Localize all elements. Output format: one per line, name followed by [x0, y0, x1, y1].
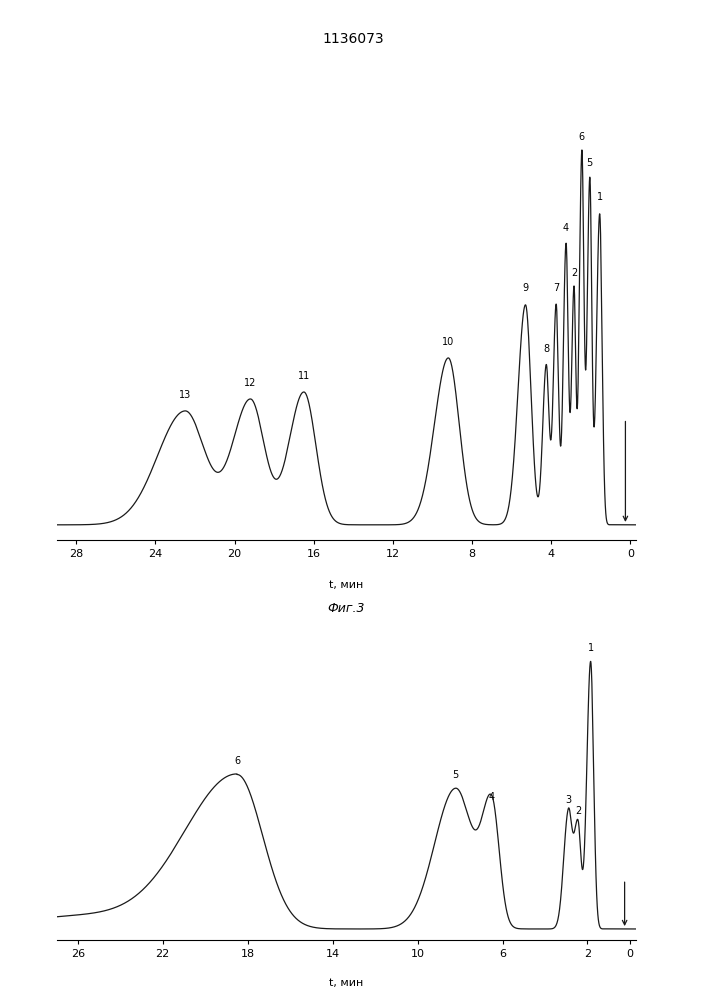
Text: 10: 10 [442, 337, 455, 347]
Text: 3: 3 [566, 795, 571, 805]
Text: 2: 2 [575, 806, 581, 816]
Text: 5: 5 [587, 158, 593, 168]
Text: 1: 1 [588, 643, 594, 653]
Text: 4: 4 [563, 223, 569, 233]
Text: 9: 9 [522, 283, 529, 293]
Text: t, мин: t, мин [329, 580, 363, 590]
Text: 11: 11 [298, 371, 310, 381]
Text: 8: 8 [543, 344, 549, 354]
Text: Фиг.3: Фиг.3 [327, 602, 366, 615]
Text: 1: 1 [597, 192, 603, 202]
Text: 4: 4 [489, 792, 495, 802]
Text: 6: 6 [234, 756, 240, 766]
Text: 1136073: 1136073 [322, 32, 385, 46]
Text: 12: 12 [245, 378, 257, 388]
Text: t, мин: t, мин [329, 978, 363, 988]
Text: 2: 2 [571, 268, 577, 278]
Text: 13: 13 [179, 390, 192, 400]
Text: 6: 6 [579, 132, 585, 142]
Text: 7: 7 [553, 283, 559, 293]
Text: 5: 5 [452, 770, 459, 780]
